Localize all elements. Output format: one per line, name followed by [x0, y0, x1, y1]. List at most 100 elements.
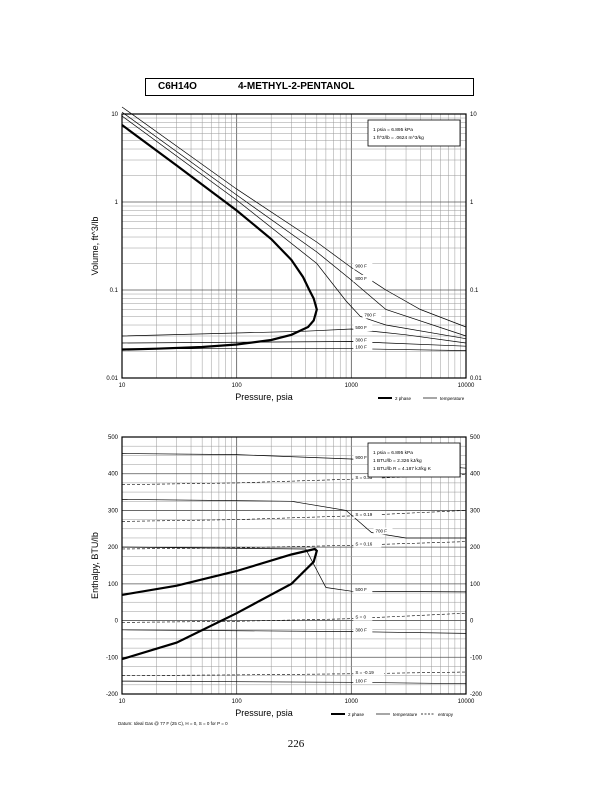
series-label-bg: [353, 586, 373, 594]
series-label-bg: [353, 454, 373, 462]
conversion-text: 1 BTU/lb R = 4.187 kJ/kg K: [373, 466, 432, 472]
isotherm-line: [121, 328, 467, 344]
y-axis-label: Enthalpy, BTU/lb: [90, 532, 100, 599]
series-label: S = -0.19: [355, 670, 374, 675]
series-label: 700 F: [364, 312, 376, 317]
x-tick-label: 10: [119, 383, 126, 389]
series-label-bg: [353, 336, 373, 344]
series-label-bg: [353, 274, 373, 282]
y-tick-label: 0: [115, 619, 119, 625]
series-label: S = 0.19: [355, 512, 372, 517]
isotherm-line: [121, 111, 467, 337]
series-label: 300 F: [355, 628, 367, 633]
legend-label: entropy: [438, 712, 454, 717]
entropy-line: [121, 541, 467, 550]
series-label: 500 F: [355, 325, 367, 330]
y-tick-label-right: 200: [470, 545, 481, 551]
y-tick-label-right: 100: [470, 582, 481, 588]
series-label-bg: [362, 311, 382, 319]
series-label: 500 F: [355, 587, 367, 592]
y-axis-label: Volume, ft^3/lb: [90, 217, 100, 276]
isotherm-line: [122, 348, 467, 351]
series-label-bg: [353, 474, 382, 482]
x-axis-label: Pressure, psia: [235, 392, 293, 402]
entropy-line: [121, 612, 467, 623]
entropy-line: [121, 510, 467, 522]
y-tick-label-right: 0: [470, 619, 474, 625]
y-tick-label: 10: [111, 112, 118, 118]
x-tick-label: 10000: [458, 699, 475, 705]
x-tick-label: 100: [232, 699, 243, 705]
series-label-bg: [353, 626, 373, 634]
x-tick-label: 1000: [345, 699, 359, 705]
series-label: 100 F: [355, 345, 367, 350]
series-label-bg: [353, 262, 373, 270]
plot-frame: [121, 113, 467, 379]
y-tick-label-right: 400: [470, 472, 481, 478]
series-label-bg: [353, 324, 373, 332]
isotherm-line: [121, 341, 467, 347]
compound-formula: C6H14O: [158, 81, 197, 92]
y-tick-label-right: 1: [470, 200, 474, 206]
legend-label: 2 phase: [348, 712, 365, 717]
y-tick-label-right: -200: [470, 692, 483, 698]
two-phase-curve: [121, 547, 319, 661]
series-label: S = 0.16: [355, 541, 372, 546]
legend-label: temperature: [440, 396, 465, 401]
conversion-box: [367, 119, 461, 147]
series-label-bg: [373, 527, 393, 535]
y-tick-label: 0.01: [106, 376, 118, 382]
entropy-line: [121, 671, 467, 676]
y-tick-label: -200: [106, 692, 119, 698]
x-tick-label: 10000: [458, 383, 475, 389]
x-tick-label: 100: [232, 383, 243, 389]
y-tick-label: 500: [108, 435, 119, 441]
series-label-bg: [353, 613, 373, 621]
chart-2: 10 100 1000 100005004003002001000-100-20050…: [90, 435, 483, 726]
conversion-text: 1 BTU/lb = 2.326 kJ/kg: [373, 458, 422, 464]
series-label-bg: [353, 510, 382, 518]
series-label: 900 F: [355, 264, 367, 269]
series-label-bg: [353, 668, 385, 676]
isotherm-line: [121, 106, 467, 328]
series-label: 100 F: [355, 678, 367, 683]
y-tick-label-right: 500: [470, 435, 481, 441]
legend-label: temperature: [393, 712, 418, 717]
page-number: 226: [287, 738, 305, 750]
plot-frame: [121, 436, 467, 695]
y-tick-label-right: 0.01: [470, 376, 482, 382]
y-tick-label: 100: [108, 582, 119, 588]
x-tick-label: 10: [119, 699, 126, 705]
y-tick-label-right: 0.1: [470, 288, 479, 294]
conversion-box: [367, 442, 461, 478]
x-axis-label: Pressure, psia: [235, 708, 293, 718]
series-label-bg: [353, 343, 373, 351]
y-tick-label: 1: [115, 200, 119, 206]
chart-1: 10 100 1000 100001010.10.011010.10.01Pressu…: [90, 106, 482, 402]
series-label: 900 F: [355, 455, 367, 460]
legend-label: 2 phase: [395, 396, 412, 401]
y-tick-label-right: 10: [470, 112, 477, 118]
y-tick-label: -100: [106, 655, 119, 661]
isotherm-line: [121, 629, 467, 634]
conversion-text: 1 ft^3/lb = .0624 m^3/kg: [373, 135, 424, 141]
series-label-bg: [353, 540, 382, 548]
y-tick-label: 200: [108, 545, 119, 551]
series-label: 300 F: [355, 337, 367, 342]
conversion-text: 1 psia = 6.895 kPa: [373, 450, 413, 456]
series-label: S = 0: [355, 615, 366, 620]
conversion-text: 1 psia = 6.895 kPa: [373, 127, 413, 133]
compound-name: 4-METHYL-2-PENTANOL: [238, 81, 355, 92]
y-tick-label: 400: [108, 472, 119, 478]
x-tick-label: 1000: [345, 383, 359, 389]
isotherm-line: [121, 680, 467, 685]
series-label-bg: [353, 677, 373, 685]
title-box: C6H14O 4-METHYL-2-PENTANOL: [145, 78, 474, 96]
y-tick-label: 0.1: [110, 288, 119, 294]
series-label: 700 F: [376, 528, 388, 533]
isotherm-line: [121, 499, 466, 539]
series-label: S = 0.35: [355, 475, 372, 480]
y-tick-label-right: 300: [470, 508, 481, 514]
series-label: 800 F: [355, 276, 367, 281]
